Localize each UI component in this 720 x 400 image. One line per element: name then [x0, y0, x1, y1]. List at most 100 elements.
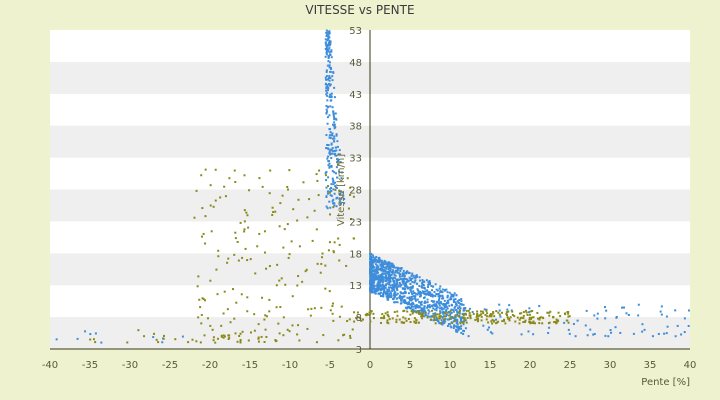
- data-point: [371, 264, 374, 267]
- data-point: [386, 288, 389, 291]
- data-point: [435, 300, 438, 303]
- data-point: [457, 307, 460, 310]
- data-point: [446, 311, 449, 314]
- data-point: [522, 317, 525, 320]
- data-point: [452, 295, 455, 298]
- data-point: [448, 314, 451, 317]
- data-point: [265, 267, 268, 270]
- data-point: [676, 324, 679, 327]
- data-point: [401, 297, 404, 300]
- data-point: [524, 309, 527, 312]
- data-point: [359, 317, 362, 320]
- data-point: [482, 324, 485, 327]
- data-point: [438, 298, 441, 301]
- data-point: [331, 302, 334, 305]
- data-point: [496, 321, 499, 324]
- data-point: [326, 192, 329, 195]
- data-point: [374, 263, 377, 266]
- data-point: [319, 271, 322, 274]
- data-point: [327, 35, 330, 38]
- data-point: [331, 79, 334, 82]
- data-point: [387, 322, 390, 325]
- data-point: [371, 260, 374, 263]
- data-point: [404, 282, 407, 285]
- data-point: [214, 168, 217, 171]
- data-point: [352, 195, 355, 198]
- data-point: [384, 275, 387, 278]
- data-point: [395, 281, 398, 284]
- data-point: [234, 332, 237, 335]
- data-point: [492, 311, 495, 314]
- data-point: [627, 313, 630, 316]
- data-point: [334, 154, 337, 157]
- data-point: [343, 202, 346, 205]
- data-point: [375, 258, 378, 261]
- data-point: [320, 262, 323, 265]
- y-tick-label: 48: [349, 58, 362, 69]
- data-point: [444, 304, 447, 307]
- data-point: [567, 321, 570, 324]
- data-point: [458, 309, 461, 312]
- data-point: [239, 341, 242, 344]
- data-point: [393, 279, 396, 282]
- data-point: [426, 316, 429, 319]
- data-point: [330, 194, 333, 197]
- data-point: [456, 310, 459, 313]
- data-point: [386, 272, 389, 275]
- data-point: [243, 230, 246, 233]
- data-point: [506, 308, 509, 311]
- data-point: [246, 296, 249, 299]
- data-point: [584, 324, 587, 327]
- data-point: [421, 280, 424, 283]
- data-point: [458, 327, 461, 330]
- data-point: [452, 320, 455, 323]
- data-point: [346, 320, 349, 323]
- data-point: [434, 295, 437, 298]
- data-point: [414, 298, 417, 301]
- data-point: [386, 271, 389, 274]
- data-point: [374, 292, 377, 295]
- data-point: [459, 322, 462, 325]
- data-point: [137, 329, 140, 332]
- data-point: [371, 270, 374, 273]
- data-point: [315, 228, 318, 231]
- data-point: [383, 315, 386, 318]
- data-point: [371, 285, 374, 288]
- data-point: [527, 330, 530, 333]
- data-point: [334, 117, 337, 120]
- data-point: [387, 261, 390, 264]
- data-point: [237, 259, 240, 262]
- data-point: [538, 318, 541, 321]
- data-point: [333, 152, 336, 155]
- data-point: [443, 305, 446, 308]
- data-point: [197, 316, 200, 319]
- data-point: [333, 192, 336, 195]
- data-point: [432, 300, 435, 303]
- data-point: [328, 165, 331, 168]
- data-point: [525, 311, 528, 314]
- data-point: [291, 295, 294, 298]
- data-point: [493, 320, 496, 323]
- data-point: [439, 315, 442, 318]
- data-point: [200, 174, 203, 177]
- data-point: [332, 188, 335, 191]
- data-point: [632, 332, 635, 335]
- data-point: [387, 294, 390, 297]
- data-point: [421, 311, 424, 314]
- y-tick-label: 13: [349, 281, 362, 292]
- data-point: [522, 311, 525, 314]
- data-point: [229, 321, 232, 324]
- data-point: [369, 284, 372, 287]
- data-point: [339, 153, 342, 156]
- data-point: [548, 311, 551, 314]
- data-point: [414, 275, 417, 278]
- data-point: [390, 271, 393, 274]
- data-point: [325, 75, 328, 78]
- data-point: [394, 271, 397, 274]
- data-point: [271, 213, 274, 216]
- data-point: [329, 105, 332, 108]
- data-point: [393, 266, 396, 269]
- data-point: [379, 264, 382, 267]
- data-point: [316, 179, 319, 182]
